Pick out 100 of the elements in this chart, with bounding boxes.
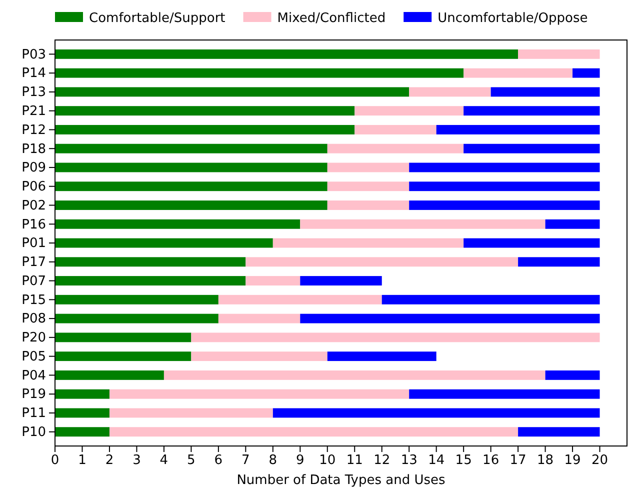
bar (436, 124, 600, 134)
y-tick-label: P11 (22, 406, 46, 422)
x-tick-label: 20 (591, 453, 608, 468)
bar (572, 68, 600, 78)
y-tick-label: P03 (22, 47, 46, 62)
y-tick-label: P21 (22, 104, 46, 119)
y-tick-label: P20 (22, 330, 46, 346)
bar (382, 294, 600, 304)
bar (55, 68, 464, 78)
bar (327, 200, 410, 210)
bar (327, 162, 410, 172)
bar (218, 294, 382, 304)
x-tick-label: 4 (160, 453, 168, 468)
bar (109, 427, 518, 437)
x-tick-label: 15 (455, 453, 472, 468)
bar (55, 124, 355, 134)
y-tick-label: P06 (22, 180, 46, 195)
x-tick-label: 10 (319, 453, 336, 468)
y-tick-label: P10 (22, 424, 46, 440)
bar (409, 389, 600, 399)
bar (246, 276, 300, 286)
bar (409, 162, 600, 172)
bar (464, 238, 600, 248)
x-tick-label: 1 (78, 453, 86, 468)
bar (109, 408, 273, 418)
bar (55, 408, 110, 418)
y-tick-label: P15 (22, 292, 46, 308)
y-tick-label: P18 (22, 142, 46, 157)
bar (109, 389, 410, 399)
x-tick-label: 17 (510, 453, 526, 468)
x-tick-label: 2 (105, 453, 114, 468)
bar (55, 49, 518, 59)
bar (164, 370, 546, 380)
bar (55, 219, 300, 229)
bar (55, 427, 110, 437)
bar (354, 106, 464, 116)
y-tick-label: P05 (22, 349, 46, 364)
x-tick-label: 7 (242, 453, 250, 468)
bar (55, 144, 328, 154)
x-tick-label: 19 (564, 453, 581, 468)
bar (327, 182, 410, 192)
bar (218, 314, 300, 324)
bar (55, 182, 328, 192)
bar (409, 182, 600, 192)
bar (55, 200, 328, 210)
bar (191, 352, 328, 362)
y-tick-label: P02 (22, 198, 46, 214)
x-tick-label: 5 (187, 453, 196, 468)
y-tick-label: P17 (22, 255, 46, 270)
bar (409, 200, 600, 210)
bar (409, 87, 491, 97)
x-tick-label: 8 (268, 453, 278, 468)
bar (272, 408, 600, 418)
bar (300, 219, 546, 229)
bar (327, 144, 464, 154)
bar (272, 238, 464, 248)
y-tick-label: P09 (22, 160, 46, 176)
bar (55, 106, 355, 116)
x-tick-label: 12 (374, 453, 390, 468)
bar (518, 49, 600, 59)
y-tick-label: P01 (22, 236, 46, 252)
x-tick-label: 3 (132, 453, 141, 468)
x-tick-label: 11 (346, 453, 363, 468)
x-tick-label: 9 (296, 453, 304, 468)
x-axis-title: Number of Data Types and Uses (236, 473, 446, 488)
y-tick-label: P04 (22, 368, 46, 384)
bar (55, 314, 218, 324)
legend-label: Mixed/Conflicted (277, 11, 386, 26)
bar (300, 276, 382, 286)
x-tick-label: 16 (482, 453, 500, 468)
bar (518, 257, 600, 267)
y-tick-label: P13 (22, 85, 46, 100)
bar (55, 352, 192, 362)
bar (55, 276, 246, 286)
bar (545, 370, 600, 380)
y-tick-label: P14 (22, 66, 46, 82)
y-tick-label: P12 (22, 122, 46, 138)
bar (490, 87, 600, 97)
x-tick-label: 18 (537, 453, 554, 468)
x-tick-label: 14 (428, 453, 445, 468)
bar (464, 144, 600, 154)
bar (354, 124, 436, 134)
bar (191, 332, 600, 342)
x-tick-label: 6 (214, 453, 223, 468)
y-tick-label: P08 (22, 312, 46, 327)
bar (55, 162, 328, 172)
bar (300, 314, 600, 324)
bar (55, 257, 246, 267)
bar (545, 219, 600, 229)
bar (55, 332, 192, 342)
bar (464, 68, 573, 78)
bar (55, 87, 410, 97)
bar (55, 370, 164, 380)
x-tick-label: 13 (400, 453, 418, 468)
bar (246, 257, 518, 267)
bar (55, 389, 110, 399)
y-tick-label: P16 (22, 217, 46, 232)
y-tick-label: P07 (22, 274, 46, 289)
bar (464, 106, 600, 116)
bar (327, 352, 436, 362)
